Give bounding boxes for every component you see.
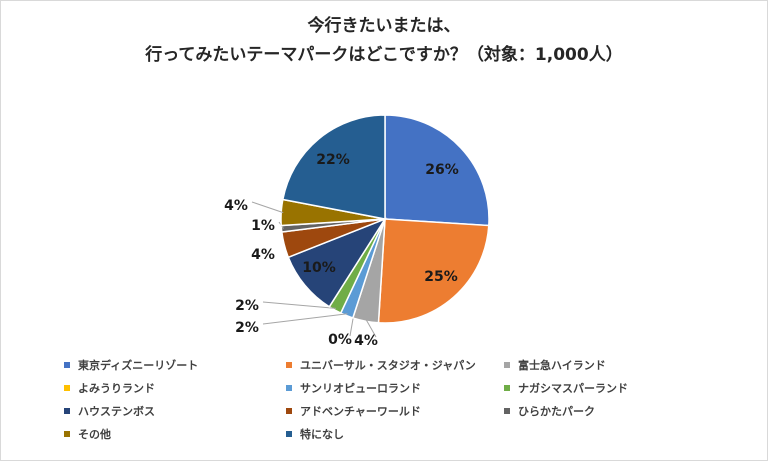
leader-line xyxy=(262,301,336,309)
legend-swatch xyxy=(64,362,70,368)
legend-item: サンリオピューロランド xyxy=(286,380,504,396)
legend-label: ナガシマスパーランド xyxy=(518,382,628,395)
data-label: 4% xyxy=(224,198,248,214)
leader-line xyxy=(365,318,377,338)
legend-label: 富士急ハイランド xyxy=(518,359,606,372)
pie-slice xyxy=(281,114,386,220)
legend-item: アドベンチャーワールド xyxy=(286,403,504,419)
legend-label: ひらかたパーク xyxy=(518,405,595,418)
data-label: 26% xyxy=(425,162,459,178)
legend-item: 特になし xyxy=(286,426,504,442)
data-label: 0% xyxy=(328,332,352,348)
legend-swatch xyxy=(286,431,292,437)
data-label: 25% xyxy=(424,269,458,285)
legend-swatch xyxy=(64,408,70,414)
legend-label: ハウステンボス xyxy=(78,405,155,418)
data-label: 22% xyxy=(316,152,350,168)
legend-swatch xyxy=(504,385,510,391)
leader-line xyxy=(262,313,348,325)
legend-label: その他 xyxy=(78,428,111,441)
legend-item: ハウステンボス xyxy=(64,403,286,419)
legend-swatch xyxy=(64,385,70,391)
chart-title: 今行きたいまたは、 行ってみたいテーマパークはどこですか？（対象：1,000人） xyxy=(0,12,768,70)
data-label: 1% xyxy=(251,218,275,234)
data-label: 4% xyxy=(251,247,275,263)
legend-label: よみうりランド xyxy=(78,382,155,395)
chart-title-line1: 今行きたいまたは、 xyxy=(307,16,461,36)
legend-swatch xyxy=(504,362,510,368)
chart-legend: 東京ディズニーリゾート ユニバーサル・スタジオ・ジャパン 富士急ハイランドよみうりラ… xyxy=(64,357,744,442)
legend-item: 東京ディズニーリゾート xyxy=(64,357,286,373)
legend-swatch xyxy=(504,408,510,414)
data-label: 2% xyxy=(235,320,259,336)
legend-item: よみうりランド xyxy=(64,380,286,396)
legend-item: ナガシマスパーランド xyxy=(504,380,704,396)
legend-item: 富士急ハイランド xyxy=(504,357,704,373)
leader-line xyxy=(251,201,284,214)
legend-item: ユニバーサル・スタジオ・ジャパン xyxy=(286,357,504,373)
legend-label: サンリオピューロランド xyxy=(300,382,421,395)
legend-swatch xyxy=(286,408,292,414)
legend-label: アドベンチャーワールド xyxy=(300,405,421,418)
legend-label: ユニバーサル・スタジオ・ジャパン xyxy=(300,359,476,372)
pie-slice xyxy=(384,114,490,227)
legend-swatch xyxy=(286,362,292,368)
legend-label: 特になし xyxy=(300,428,344,441)
pie-slice xyxy=(377,218,490,324)
legend-item: その他 xyxy=(64,426,286,442)
legend-label: 東京ディズニーリゾート xyxy=(78,359,199,372)
legend-item: ひらかたパーク xyxy=(504,403,704,419)
leader-line xyxy=(349,315,354,337)
data-label: 4% xyxy=(354,333,378,349)
data-label: 2% xyxy=(235,298,259,314)
data-label: 10% xyxy=(302,260,336,276)
legend-swatch xyxy=(64,431,70,437)
legend-swatch xyxy=(286,385,292,391)
chart-title-line2: 行ってみたいテーマパークはどこですか？（対象：1,000人） xyxy=(145,45,623,65)
